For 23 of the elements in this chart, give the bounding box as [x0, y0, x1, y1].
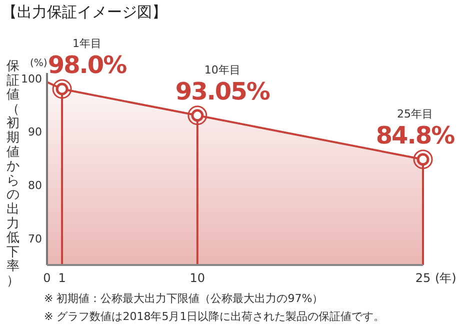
y-tick-label: 80: [28, 179, 42, 192]
data-label: 84.8%: [376, 121, 456, 150]
y-tick-label: 70: [28, 232, 42, 246]
point: [52, 79, 72, 99]
x-tick-label: 0: [43, 271, 51, 285]
point: [188, 106, 208, 126]
annotation: 25年目: [397, 107, 433, 120]
text: ※ グラフ数値は2018年5月1日以降に出荷された製品の保証値です。: [44, 310, 385, 323]
data-label: 98.0%: [48, 51, 128, 79]
annotation: 10年目: [204, 63, 240, 76]
y-tick-label: 90: [28, 126, 42, 139]
x-tick-label: 10: [190, 271, 206, 285]
text: (%): [30, 58, 48, 69]
y-tick-label: 100: [21, 72, 42, 86]
text: ※ 初期値：公称最大出力下限値（公称最大出力の97%）: [44, 292, 324, 305]
data-label: 93.05%: [175, 77, 270, 106]
chart-title: 【出力保証イメージ図】: [2, 3, 167, 21]
x-tick-label: 25: [415, 271, 431, 285]
x-tick-label: 1: [58, 271, 66, 285]
text: 保証値（初期値からの出力低下率）: [6, 59, 20, 288]
x-axis-title: (年): [435, 271, 456, 285]
text: 1年目: [72, 37, 102, 50]
point: [413, 150, 433, 170]
